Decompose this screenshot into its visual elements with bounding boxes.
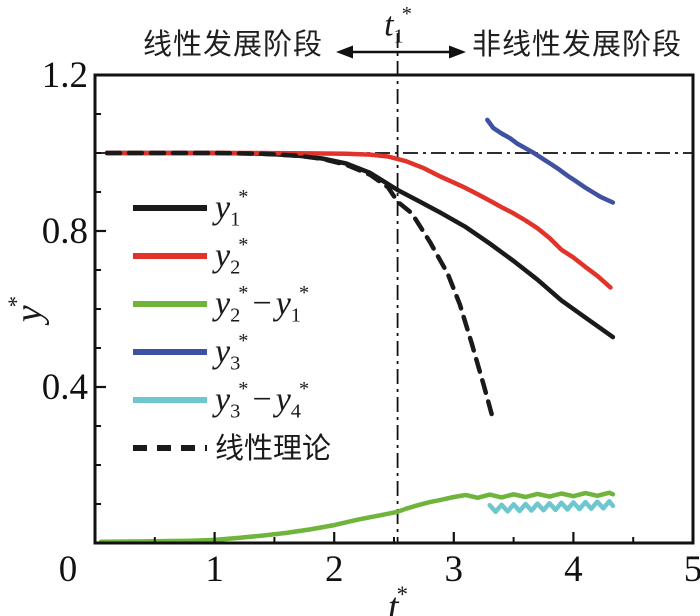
series-y2-minus-y1-curve	[98, 490, 616, 545]
label-segment: t	[388, 586, 399, 616]
label-segment: *	[396, 582, 408, 607]
label-segment: *	[401, 3, 412, 25]
legend-label-y3-minus-y4: y3* − y4*	[215, 377, 310, 422]
label-segment: 1	[290, 304, 301, 326]
legend-label-linear-theory: 线性理论	[215, 431, 331, 465]
legend-line-sample-y2	[133, 253, 207, 259]
legend-line-sample-linear-theory	[133, 445, 207, 451]
y-tick-label-0.4: 0.4	[41, 367, 88, 408]
legend-label-y2: y2*	[215, 233, 249, 278]
x-tick-label-3: 3	[444, 549, 464, 590]
series-y2-curve	[104, 150, 613, 290]
stage-label-nonlinear: 非线性发展阶段	[471, 29, 682, 61]
legend-item-y1: y1*	[133, 184, 331, 232]
legend-label-y3: y3*	[215, 329, 249, 374]
x-tick-label-5: 5	[683, 549, 700, 590]
label-segment: y	[215, 284, 231, 322]
label-segment: y	[215, 332, 231, 370]
series-y3-curve	[485, 117, 616, 205]
x-tick-label-2: 2	[324, 549, 344, 590]
label-segment: y	[8, 305, 51, 323]
label-segment: *	[298, 281, 310, 304]
y-axis-label: y*	[3, 274, 51, 344]
label-segment: 4	[290, 400, 301, 422]
label-segment: *	[238, 281, 249, 304]
y-tick-label-0.8: 0.8	[41, 211, 88, 252]
label-segment: 1	[393, 25, 404, 48]
legend-line-sample-y3	[133, 349, 207, 355]
y-tick-label-1.2: 1.2	[41, 55, 88, 96]
label-segment: *	[238, 377, 249, 400]
label-segment: y	[275, 284, 291, 322]
label-segment: 2	[230, 304, 241, 326]
legend-item-y2: y2*	[133, 232, 331, 280]
label-segment: *	[238, 185, 249, 208]
x-tick-label-0: 0	[58, 549, 78, 590]
label-segment: *	[298, 377, 310, 400]
label-segment: 3	[230, 400, 241, 422]
x-axis-label: t*	[358, 582, 438, 616]
label-segment: *	[238, 233, 249, 256]
legend-line-sample-y2-minus-y1	[133, 301, 207, 307]
t1-annotation: t1*	[360, 4, 436, 47]
legend-item-y2-minus-y1: y2* − y1*	[133, 280, 331, 328]
x-tick-label-4: 4	[564, 549, 583, 590]
label-segment: t	[384, 6, 394, 44]
legend-line-sample-y1	[133, 205, 207, 211]
label-segment: 2	[230, 256, 241, 278]
legend-label-y1: y1*	[215, 185, 249, 230]
legend-item-y3-minus-y4: y3* − y4*	[133, 376, 331, 424]
label-segment: 线性理论	[215, 433, 332, 465]
label-segment: 1	[230, 208, 241, 230]
label-segment: *	[238, 329, 249, 352]
label-segment: −	[252, 284, 272, 322]
legend-label-y2-minus-y1: y2* − y1*	[215, 281, 310, 326]
series-y3-minus-y4-curve	[487, 499, 616, 515]
legend: y1* y2* y2* − y1* y3* y3* − y4* 线性理论	[133, 184, 331, 472]
label-segment: −	[252, 380, 272, 418]
label-segment: 3	[230, 352, 241, 374]
stage-label-linear: 线性发展阶段	[142, 29, 323, 61]
series-linear-theory-curve	[104, 150, 496, 423]
label-segment: y	[215, 380, 231, 418]
legend-item-linear-theory: 线性理论	[133, 424, 331, 472]
legend-item-y3: y3*	[133, 328, 331, 376]
stage-arrow-right-head	[449, 45, 466, 59]
label-segment: y	[215, 236, 231, 274]
label-segment: y	[215, 188, 231, 226]
label-segment: *	[3, 295, 29, 308]
legend-line-sample-y3-minus-y4	[133, 397, 207, 403]
x-tick-label-1: 1	[205, 549, 224, 590]
label-segment: y	[275, 380, 291, 418]
stage-arrow-left-head	[336, 45, 353, 59]
